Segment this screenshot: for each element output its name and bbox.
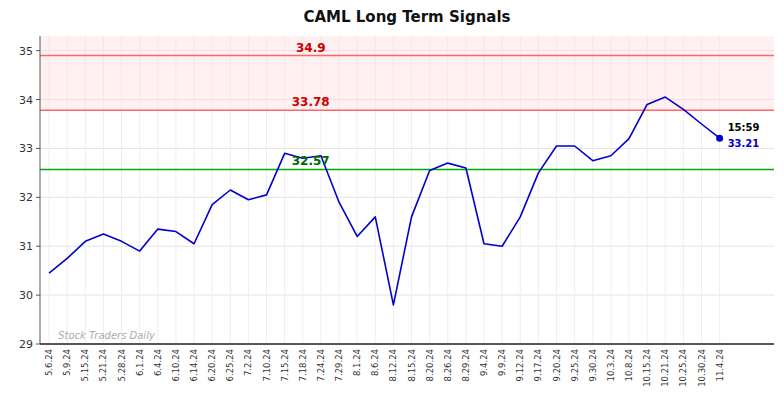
x-tick-label: 5.15.24 [80, 349, 90, 381]
watermark: Stock Traders Daily [58, 330, 156, 341]
x-tick-label: 6.4.24 [153, 349, 163, 376]
x-tick-label: 6.1.24 [135, 349, 145, 376]
grid-line-y [40, 148, 774, 149]
x-tick-label: 6.14.24 [189, 349, 199, 381]
y-tick [36, 344, 40, 345]
x-tick-label: 5.9.24 [62, 349, 72, 376]
x-tick-label: 5.6.24 [44, 349, 54, 376]
x-tick-label: 9.20.24 [552, 349, 562, 381]
x-tick-label: 11.4.24 [715, 349, 725, 381]
grid-line-y [40, 295, 774, 296]
x-tick-label: 5.28.24 [117, 349, 127, 381]
y-tick [36, 197, 40, 198]
price-line [49, 97, 720, 305]
x-tick-label: 8.20.24 [425, 349, 435, 381]
x-tick-label: 8.1.24 [352, 349, 362, 376]
y-tick-label: 31 [19, 240, 33, 253]
grid [40, 36, 774, 344]
x-tick-label: 8.26.24 [443, 349, 453, 381]
y-tick [36, 50, 40, 51]
y-tick-label: 33 [19, 142, 33, 155]
grid-line-y [40, 344, 774, 345]
reference-line [40, 110, 774, 112]
x-tick-label: 9.17.24 [533, 349, 543, 381]
plot-area [40, 36, 774, 305]
x-tick-label: 9.25.24 [570, 349, 580, 381]
x-tick-label: 6.25.24 [225, 349, 235, 381]
x-tick-label: 6.20.24 [207, 349, 217, 381]
x-tick-label: 8.15.24 [407, 349, 417, 381]
end-label: 15:59 [728, 122, 760, 133]
reference-line [40, 55, 774, 57]
x-tick-label: 7.18.24 [298, 349, 308, 381]
y-tick [36, 295, 40, 296]
grid-line-y [40, 246, 774, 247]
x-tick-label: 6.10.24 [171, 349, 181, 381]
chart: CAML Long Term Signals 29 30 31 32 33 34 35 5.6.… [0, 0, 784, 398]
y-tick [36, 99, 40, 100]
x-tick-label: 7.10.24 [262, 349, 272, 381]
x-tick-label: 7.15.24 [280, 349, 290, 381]
y-tick [36, 246, 40, 247]
shaded-band [40, 36, 774, 110]
x-tick-label: 7.2.24 [243, 349, 253, 376]
x-tick-label: 5.21.24 [98, 349, 108, 381]
x-tick-label: 10.8.24 [624, 349, 634, 381]
x-tick-label: 10.15.24 [642, 349, 652, 387]
x-tick-label: 10.30.24 [697, 349, 707, 387]
y-axis-line [40, 36, 41, 344]
y-tick-label: 29 [19, 338, 33, 351]
reference-label: 33.78 [292, 95, 330, 109]
x-tick-label: 7.24.24 [316, 349, 326, 381]
y-tick-label: 32 [19, 191, 33, 204]
x-tick-label: 9.4.24 [479, 349, 489, 376]
x-tick-label: 9.30.24 [588, 349, 598, 381]
y-tick-label: 34 [19, 94, 33, 107]
x-tick-label: 10.3.24 [606, 349, 616, 381]
reference-label: 34.9 [296, 41, 326, 55]
title: CAML Long Term Signals [303, 8, 510, 26]
x-tick-label: 9.12.24 [515, 349, 525, 381]
x-tick-label: 7.29.24 [334, 349, 344, 381]
y-tick [36, 148, 40, 149]
grid-line-y [40, 197, 774, 198]
x-tick-label: 10.25.24 [678, 349, 688, 387]
reference-line [40, 169, 774, 171]
x-tick-label: 8.29.24 [461, 349, 471, 381]
x-tick-label: 10.21.24 [660, 349, 670, 387]
y-tick-label: 35 [19, 45, 33, 58]
reference-label: 32.57 [292, 154, 330, 168]
x-tick-label: 9.9.24 [497, 349, 507, 376]
x-tick-label: 8.12.24 [388, 349, 398, 381]
x-axis-line [40, 343, 774, 345]
last-point [716, 135, 723, 142]
x-tick-label: 8.6.24 [370, 349, 380, 376]
end-label: 33.21 [728, 138, 760, 149]
y-tick-label: 30 [19, 289, 33, 302]
